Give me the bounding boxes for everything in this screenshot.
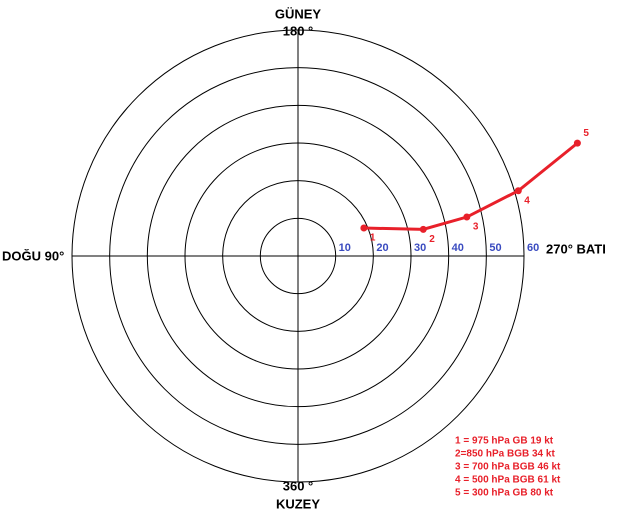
compass-label: DOĞU 90° xyxy=(2,248,64,263)
point-label: 5 xyxy=(583,128,589,139)
compass-label: KUZEY xyxy=(276,496,320,511)
hodograph-point xyxy=(463,213,471,221)
hodograph-point xyxy=(419,225,427,233)
point-label: 3 xyxy=(473,222,479,233)
ring xyxy=(71,29,525,483)
ring xyxy=(259,217,337,295)
point-label: 4 xyxy=(524,195,530,206)
ring-label: 10 xyxy=(339,242,351,254)
ring-label: 40 xyxy=(452,242,464,254)
legend-note: 1 = 975 hPa GB 19 kt xyxy=(455,436,554,447)
ring-label: 60 xyxy=(527,242,539,254)
ring-label: 20 xyxy=(376,242,388,254)
ring-label: 30 xyxy=(414,242,426,254)
hodograph-point xyxy=(573,139,581,147)
compass-label: 270° BATI xyxy=(546,241,606,256)
point-label: 2 xyxy=(429,234,435,245)
legend-note: 3 = 700 hPa BGB 46 kt xyxy=(455,462,561,473)
legend-note: 4 = 500 hPa BGB 61 kt xyxy=(455,475,561,486)
hodograph-line xyxy=(363,141,579,231)
point-label: 1 xyxy=(370,233,376,244)
hodograph-point xyxy=(360,224,368,232)
legend-note: 2=850 hPa BGB 34 kt xyxy=(455,449,555,460)
ring xyxy=(146,104,450,408)
legend-note: 5 = 300 hPa GB 80 kt xyxy=(455,488,554,499)
ring xyxy=(109,67,487,445)
compass-label: GÜNEY xyxy=(275,6,322,21)
ring xyxy=(184,142,412,370)
ring-label: 50 xyxy=(489,242,501,254)
hodograph-point xyxy=(514,187,522,195)
ring xyxy=(222,180,374,332)
